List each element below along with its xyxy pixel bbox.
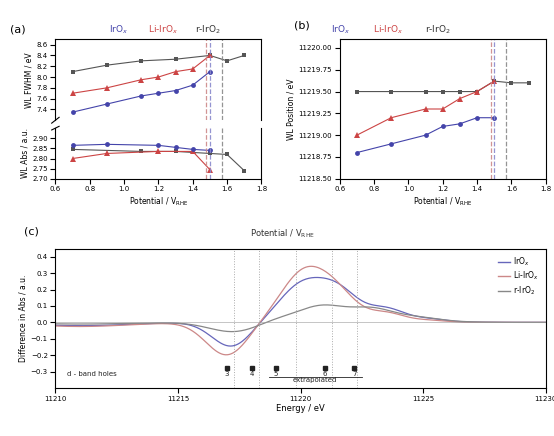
r-IrO$_2$ — [52, 321, 59, 327]
X-axis label: Potential / V$_{\mathrm{RHE}}$: Potential / V$_{\mathrm{RHE}}$ — [129, 195, 188, 208]
Text: (b): (b) — [294, 20, 310, 30]
Text: 4: 4 — [249, 371, 254, 377]
r-IrO$_2$ — [289, 310, 295, 316]
Text: IrO$_x$: IrO$_x$ — [110, 24, 129, 36]
IrO$_x$ — [542, 320, 549, 325]
r-IrO$_2$ — [532, 320, 539, 325]
r-IrO$_2$ — [542, 320, 549, 325]
r-IrO$_2$ — [456, 319, 463, 324]
Li-IrO$_x$ — [223, 352, 230, 358]
Legend: IrO$_x$, Li-IrO$_x$, r-IrO$_2$: IrO$_x$, Li-IrO$_x$, r-IrO$_2$ — [495, 252, 542, 300]
Text: 7: 7 — [352, 371, 357, 377]
Li-IrO$_x$ — [289, 275, 295, 280]
IrO$_x$ — [456, 319, 463, 324]
Li-IrO$_x$ — [542, 320, 549, 325]
Li-IrO$_x$ — [286, 279, 293, 284]
Li-IrO$_x$ — [307, 264, 314, 269]
IrO$_x$ — [52, 323, 59, 328]
Line: Li-IrO$_x$: Li-IrO$_x$ — [55, 266, 546, 355]
Text: (c): (c) — [23, 227, 38, 237]
Line: IrO$_x$: IrO$_x$ — [55, 277, 546, 346]
Text: Li-IrO$_x$: Li-IrO$_x$ — [373, 24, 403, 36]
Li-IrO$_x$ — [319, 267, 326, 272]
IrO$_x$ — [532, 320, 539, 325]
Y-axis label: Difference in Abs / a.u.: Difference in Abs / a.u. — [19, 275, 28, 362]
Y-axis label: WL Position / eV: WL Position / eV — [286, 78, 296, 140]
Li-IrO$_x$ — [456, 319, 463, 324]
IrO$_x$ — [319, 275, 326, 280]
IrO$_x$ — [346, 289, 352, 294]
Y-axis label: WL FWHM / eV: WL FWHM / eV — [25, 52, 34, 108]
r-IrO$_2$ — [228, 329, 234, 334]
Line: r-IrO$_2$: r-IrO$_2$ — [55, 305, 546, 332]
Text: d - band holes: d - band holes — [67, 371, 117, 377]
Li-IrO$_x$ — [532, 320, 539, 325]
r-IrO$_2$ — [286, 312, 293, 317]
r-IrO$_2$ — [346, 304, 352, 310]
Y-axis label: WL Abs / a.u.: WL Abs / a.u. — [20, 129, 29, 178]
Li-IrO$_x$ — [52, 324, 59, 329]
Li-IrO$_x$ — [346, 292, 352, 297]
r-IrO$_2$ — [319, 303, 325, 308]
IrO$_x$ — [289, 285, 295, 290]
Text: (a): (a) — [10, 25, 25, 35]
Text: 5: 5 — [274, 371, 278, 377]
Text: extrapolated: extrapolated — [293, 378, 337, 383]
Text: IrO$_x$: IrO$_x$ — [331, 24, 350, 36]
Text: 3: 3 — [225, 371, 229, 377]
Text: r-IrO$_2$: r-IrO$_2$ — [195, 24, 220, 36]
IrO$_x$ — [227, 344, 234, 349]
Text: Potential / V$_{\mathrm{RHE}}$: Potential / V$_{\mathrm{RHE}}$ — [250, 227, 315, 240]
Text: r-IrO$_2$: r-IrO$_2$ — [425, 24, 450, 36]
Text: Li-IrO$_x$: Li-IrO$_x$ — [148, 24, 178, 36]
IrO$_x$ — [314, 275, 320, 280]
Text: 6: 6 — [323, 371, 327, 377]
IrO$_x$ — [286, 287, 293, 293]
r-IrO$_2$ — [322, 302, 329, 307]
X-axis label: Potential / V$_{\mathrm{RHE}}$: Potential / V$_{\mathrm{RHE}}$ — [413, 195, 472, 208]
X-axis label: Energy / eV: Energy / eV — [276, 405, 325, 413]
